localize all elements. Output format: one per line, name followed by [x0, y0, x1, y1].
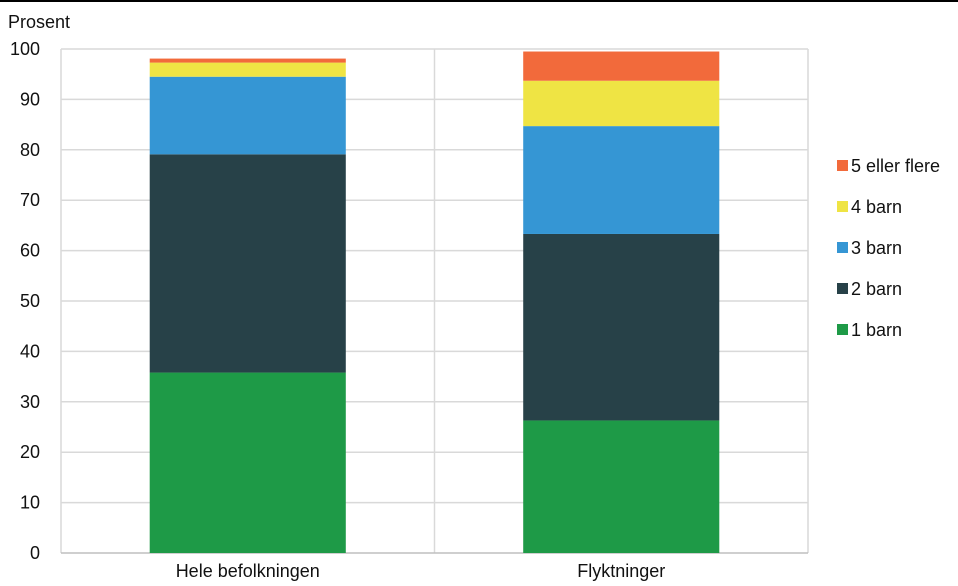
bar-segment — [523, 80, 720, 127]
y-tick-label: 50 — [20, 291, 40, 311]
bar-segment — [523, 233, 720, 421]
y-tick-label: 90 — [20, 89, 40, 109]
bar-segment — [149, 62, 346, 77]
bars — [149, 51, 720, 553]
y-tick-label: 20 — [20, 442, 40, 462]
legend-swatch — [837, 160, 848, 171]
bar-segment — [149, 372, 346, 553]
y-tick-label: 40 — [20, 341, 40, 361]
legend-label: 4 barn — [851, 197, 902, 217]
y-tick-label: 100 — [10, 39, 40, 59]
bar-segment — [149, 76, 346, 155]
y-tick-label: 60 — [20, 241, 40, 261]
legend-swatch — [837, 283, 848, 294]
legend-swatch — [837, 242, 848, 253]
legend-label: 3 barn — [851, 238, 902, 258]
bar-segment — [523, 126, 720, 234]
y-tick-label: 0 — [30, 543, 40, 563]
y-tick-label: 70 — [20, 190, 40, 210]
legend-label: 2 barn — [851, 279, 902, 299]
bar-segment — [149, 154, 346, 373]
x-tick-label: Flyktninger — [577, 561, 665, 581]
legend-label: 1 barn — [851, 320, 902, 340]
legend-swatch — [837, 324, 848, 335]
y-tick-label: 80 — [20, 140, 40, 160]
x-tick-label: Hele befolkningen — [176, 561, 320, 581]
bar-segment — [523, 420, 720, 553]
legend-label: 5 eller flere — [851, 156, 940, 176]
legend: 5 eller flere 4 barn 3 barn 2 barn 1 barn — [837, 156, 940, 340]
y-tick-label: 10 — [20, 493, 40, 513]
x-axis-ticks: Hele befolkningen Flyktninger — [176, 561, 666, 581]
bar-segment — [149, 58, 346, 63]
legend-swatch — [837, 201, 848, 212]
bar-segment — [523, 51, 720, 81]
y-axis-label: Prosent — [8, 12, 70, 32]
y-axis-ticks: 0 10 20 30 40 50 60 70 80 90 100 — [10, 39, 40, 563]
y-tick-label: 30 — [20, 392, 40, 412]
